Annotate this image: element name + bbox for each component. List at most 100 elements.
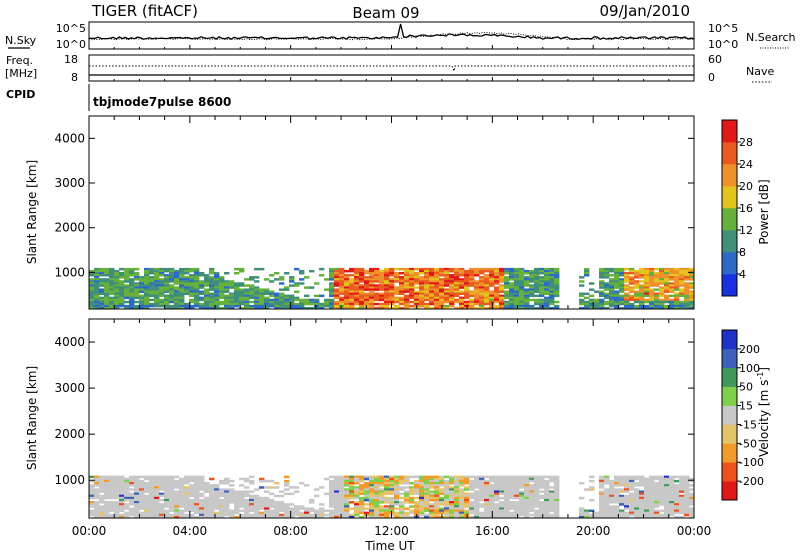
heatmap-cell bbox=[164, 477, 170, 481]
heatmap-cell bbox=[499, 507, 505, 510]
heatmap-cell bbox=[254, 513, 260, 517]
heatmap-cell bbox=[444, 282, 450, 285]
heatmap-cell bbox=[359, 292, 365, 296]
heatmap-cell bbox=[189, 505, 195, 508]
heatmap-cell bbox=[124, 300, 130, 304]
heatmap-cell bbox=[349, 290, 355, 293]
heatmap-cell bbox=[394, 479, 400, 483]
heatmap-cell bbox=[339, 479, 345, 483]
heatmap-cell bbox=[629, 488, 635, 491]
heatmap-cell bbox=[649, 505, 655, 508]
colorbar-swatch bbox=[722, 252, 737, 275]
heatmap-cell bbox=[344, 304, 350, 308]
heatmap-cell bbox=[679, 304, 685, 308]
heatmap-cell bbox=[99, 490, 105, 493]
heatmap-cell bbox=[399, 284, 405, 287]
heatmap-cell bbox=[614, 284, 620, 287]
heatmap-cell bbox=[659, 498, 665, 502]
heatmap-cell bbox=[674, 488, 680, 491]
heatmap-cell bbox=[629, 486, 635, 489]
heatmap-cell bbox=[419, 294, 425, 298]
heatmap-cell bbox=[379, 278, 385, 281]
heatmap-cell bbox=[104, 302, 110, 306]
heatmap-cell bbox=[614, 296, 620, 300]
heatmap-cell bbox=[214, 304, 220, 308]
heatmap-cell bbox=[424, 496, 430, 500]
heatmap-cell bbox=[294, 304, 300, 308]
heatmap-cell bbox=[114, 304, 120, 308]
heatmap-cell bbox=[504, 479, 510, 483]
heatmap-cell bbox=[549, 515, 555, 518]
heatmap-cell bbox=[664, 509, 670, 513]
heatmap-cell bbox=[194, 511, 200, 515]
heatmap-cell bbox=[244, 513, 250, 517]
heatmap-cell bbox=[374, 292, 380, 296]
heatmap-cell bbox=[254, 294, 260, 298]
heatmap-cell bbox=[399, 515, 405, 518]
heatmap-cell bbox=[239, 492, 245, 496]
heatmap-cell bbox=[99, 288, 105, 291]
heatmap-cell bbox=[354, 272, 360, 275]
heatmap-cell bbox=[449, 288, 455, 291]
heatmap-cell bbox=[429, 509, 435, 513]
heatmap-cell bbox=[439, 481, 445, 485]
heatmap-cell bbox=[224, 306, 230, 309]
heatmap-cell bbox=[384, 490, 390, 493]
heatmap-cell bbox=[669, 511, 675, 515]
heatmap-cell bbox=[429, 272, 435, 275]
heatmap-cell bbox=[344, 498, 350, 502]
heatmap-cell bbox=[369, 513, 375, 517]
heatmap-cell bbox=[349, 294, 355, 298]
heatmap-cell bbox=[534, 498, 540, 502]
heatmap-cell bbox=[519, 296, 525, 300]
heatmap-cell bbox=[389, 492, 395, 496]
heatmap-cell bbox=[379, 479, 385, 483]
heatmap-cell bbox=[449, 488, 455, 491]
heatmap-cell bbox=[459, 488, 465, 491]
heatmap-cell bbox=[604, 501, 610, 504]
heatmap-cell bbox=[659, 503, 665, 506]
heatmap-cell bbox=[129, 494, 135, 498]
heatmap-cell bbox=[444, 490, 450, 493]
heatmap-cell bbox=[534, 269, 540, 273]
heatmap-cell bbox=[404, 302, 410, 306]
freq-left-tick-bottom: 8 bbox=[71, 71, 78, 84]
heatmap-cell bbox=[284, 505, 290, 508]
heatmap-cell bbox=[114, 494, 120, 498]
heatmap-cell bbox=[264, 302, 270, 306]
heatmap-cell bbox=[184, 501, 190, 504]
heatmap-cell bbox=[459, 286, 465, 289]
heatmap-cell bbox=[519, 288, 525, 291]
heatmap-cell bbox=[89, 286, 95, 289]
heatmap-cell bbox=[664, 481, 670, 485]
heatmap-cell bbox=[424, 475, 430, 479]
heatmap-cell bbox=[119, 503, 125, 506]
heatmap-cell bbox=[674, 501, 680, 504]
heatmap-cell bbox=[309, 306, 315, 309]
heatmap-cell bbox=[504, 302, 510, 306]
heatmap-cell bbox=[514, 282, 520, 285]
heatmap-cell bbox=[629, 505, 635, 508]
heatmap-cell bbox=[534, 496, 540, 500]
heatmap-cell bbox=[189, 290, 195, 293]
heatmap-cell bbox=[494, 288, 500, 291]
heatmap-cell bbox=[639, 298, 645, 302]
heatmap-cell bbox=[144, 290, 150, 293]
heatmap-cell bbox=[664, 280, 670, 283]
heatmap-cell bbox=[404, 296, 410, 300]
heatmap-cell bbox=[644, 513, 650, 517]
heatmap-cell bbox=[354, 490, 360, 493]
heatmap-cell bbox=[554, 511, 560, 515]
heatmap-cell bbox=[499, 479, 505, 483]
heatmap-cell bbox=[494, 282, 500, 285]
heatmap-cell bbox=[189, 292, 195, 296]
heatmap-cell bbox=[609, 494, 615, 498]
heatmap-cell bbox=[619, 286, 625, 289]
heatmap-cell bbox=[124, 274, 130, 277]
heatmap-cell bbox=[554, 505, 560, 508]
heatmap-cell bbox=[664, 306, 670, 309]
heatmap-cell bbox=[684, 282, 690, 285]
heatmap-cell bbox=[609, 488, 615, 491]
heatmap-cell bbox=[299, 481, 305, 485]
heatmap-cell bbox=[454, 274, 460, 277]
